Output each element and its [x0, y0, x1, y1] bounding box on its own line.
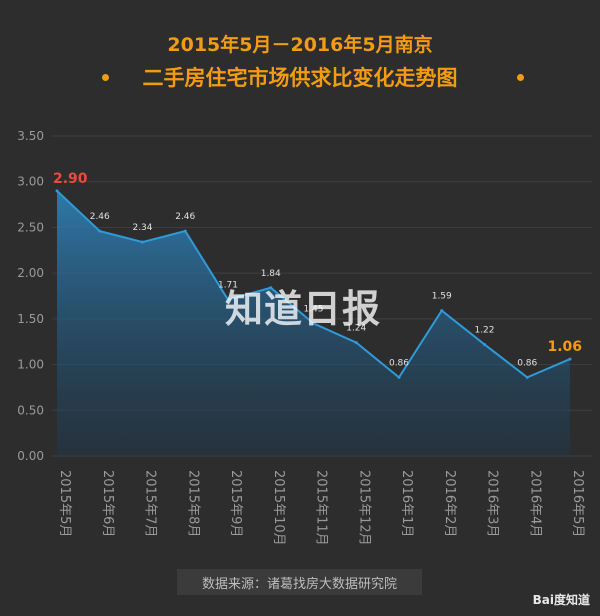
y-tick-label: 1.00: [17, 358, 44, 372]
title-bullet-left: [102, 74, 109, 81]
data-point: [269, 286, 273, 290]
y-tick-label: 2.00: [17, 266, 44, 280]
data-label: 0.86: [389, 358, 409, 368]
data-point: [141, 240, 144, 244]
x-tick-label: 2016年4月: [527, 470, 542, 537]
x-tick-label: 2015年5月: [57, 470, 72, 537]
data-point: [483, 342, 486, 346]
data-point: [226, 298, 230, 302]
y-tick-label: 2.50: [17, 220, 44, 234]
y-tick-label: 0.00: [17, 449, 44, 463]
x-tick-label: 2015年8月: [185, 470, 200, 537]
data-label: 1.45: [303, 304, 323, 314]
source-note: 数据来源：诸葛找房大数据研究院: [177, 569, 422, 595]
data-point: [397, 375, 401, 379]
x-tick-label: 2015年11月: [314, 470, 329, 546]
data-point: [183, 229, 187, 233]
data-label: 2.34: [132, 223, 152, 233]
data-point: [440, 309, 444, 313]
data-point: [568, 357, 572, 361]
y-tick-label: 3.00: [17, 175, 44, 189]
title-bullet-right: [517, 74, 524, 81]
data-label: 1.59: [432, 292, 452, 302]
x-tick-label: 2015年9月: [228, 470, 243, 537]
data-point: [98, 229, 102, 233]
x-tick-label: 2016年2月: [442, 470, 457, 537]
x-tick-label: 2016年5月: [570, 470, 585, 537]
watermark: 知道日报: [225, 287, 382, 331]
data-label: 1.71: [218, 281, 238, 291]
y-tick-label: 0.50: [17, 403, 44, 417]
x-tick-label: 2016年1月: [399, 470, 414, 537]
chart-title: 2015年5月－2016年5月南京: [167, 34, 433, 56]
x-tick-label: 2015年7月: [143, 470, 158, 537]
x-tick-label: 2016年3月: [485, 470, 500, 537]
data-point: [312, 321, 315, 325]
x-tick-label: 2015年6月: [100, 470, 115, 537]
data-label: 1.22: [474, 325, 494, 335]
y-tick-label: 1.50: [17, 312, 44, 326]
data-label: 2.46: [90, 212, 110, 222]
chart-subtitle: 二手房住宅市场供求比变化走势图: [142, 66, 458, 90]
data-label: 2.90: [53, 171, 88, 187]
data-label: 2.46: [175, 212, 195, 222]
x-tick-label: 2015年12月: [356, 470, 371, 546]
data-point: [55, 189, 59, 193]
x-tick-label: 2015年10月: [271, 470, 286, 546]
data-label: 1.24: [346, 324, 366, 334]
y-tick-label: 3.50: [17, 129, 44, 143]
data-label: 1.84: [261, 269, 281, 279]
data-label: 1.06: [547, 339, 582, 355]
data-point: [525, 375, 529, 379]
baidu-logo: Bai度知道: [532, 593, 590, 607]
data-point: [354, 341, 358, 345]
data-label: 0.86: [517, 358, 537, 368]
